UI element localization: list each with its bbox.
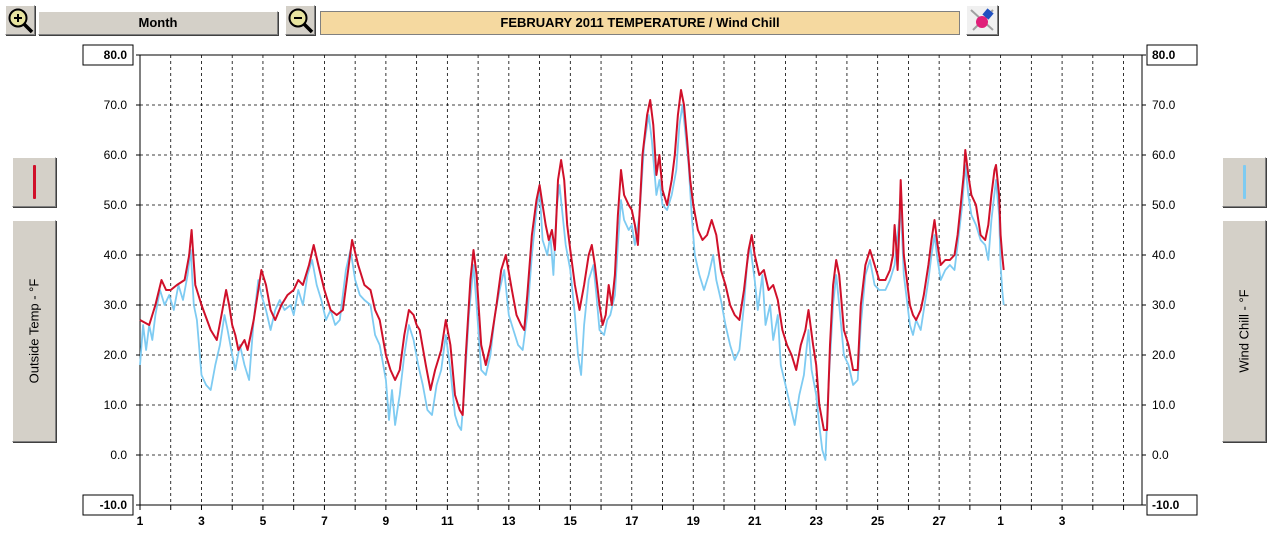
x-tick-label: 13 xyxy=(502,514,516,528)
y-tick-label-right: 20.0 xyxy=(1152,348,1176,362)
x-tick-label: 7 xyxy=(321,514,328,528)
x-tick-label: 27 xyxy=(932,514,946,528)
y-max-min-box-right xyxy=(1146,494,1198,516)
outside-temp-legend[interactable] xyxy=(12,157,56,207)
zoom-out-button[interactable] xyxy=(285,5,315,35)
y-tick-label-left: 70.0 xyxy=(104,98,128,112)
y-tick-label-right: -10.0 xyxy=(1152,498,1180,512)
paint-tool-button[interactable] xyxy=(966,5,998,35)
x-tick-label: 1 xyxy=(137,514,144,528)
y-tick-label-left: 50.0 xyxy=(104,198,128,212)
y-tick-label-right: 50.0 xyxy=(1152,198,1176,212)
x-tick-label: 3 xyxy=(198,514,205,528)
y-tick-label-right: 80.0 xyxy=(1152,48,1176,62)
y-tick-label-right: 40.0 xyxy=(1152,248,1176,262)
chart-title: FEBRUARY 2011 TEMPERATURE / Wind Chill xyxy=(320,11,960,35)
y-max-min-box-left xyxy=(82,494,134,516)
y-tick-label-left: -10.0 xyxy=(100,498,128,512)
zoom-in-button[interactable] xyxy=(5,5,35,35)
x-tick-label: 11 xyxy=(441,514,454,528)
y-max-min-box-right xyxy=(1146,44,1198,66)
x-tick-label: 3 xyxy=(1059,514,1066,528)
x-tick-label: 1 xyxy=(997,514,1004,528)
x-tick-label: 5 xyxy=(260,514,267,528)
y-tick-label-right: 60.0 xyxy=(1152,148,1176,162)
x-tick-label: 15 xyxy=(564,514,578,528)
y-tick-label-left: 30.0 xyxy=(104,298,128,312)
magnifier-plus-icon xyxy=(8,8,34,34)
y-tick-label-left: 40.0 xyxy=(104,248,128,262)
y-tick-label-right: 10.0 xyxy=(1152,398,1176,412)
period-selector[interactable]: Month xyxy=(38,11,278,35)
x-tick-label: 17 xyxy=(625,514,639,528)
wind-chill-swatch xyxy=(1243,165,1246,199)
wind-chill-legend[interactable] xyxy=(1222,157,1266,207)
y-tick-label-left: 80.0 xyxy=(104,48,128,62)
wind-chill-axis-button[interactable]: Wind Chill - °F xyxy=(1222,220,1266,442)
x-tick-label: 25 xyxy=(871,514,885,528)
x-tick-label: 9 xyxy=(383,514,390,528)
y-tick-label-left: 20.0 xyxy=(104,348,128,362)
y-tick-label-right: 30.0 xyxy=(1152,298,1176,312)
x-tick-label: 19 xyxy=(687,514,701,528)
plot-area xyxy=(139,54,1143,506)
paint-brush-icon xyxy=(970,8,994,31)
x-tick-label: 21 xyxy=(748,514,762,528)
y-tick-label-right: 70.0 xyxy=(1152,98,1176,112)
y-max-min-box-left xyxy=(82,44,134,66)
y-tick-label-left: 10.0 xyxy=(104,398,128,412)
y-tick-label-left: 0.0 xyxy=(110,448,127,462)
outside-temp-axis-button[interactable]: Outside Temp - °F xyxy=(12,220,56,442)
magnifier-minus-icon xyxy=(288,8,314,34)
outside-temp-line xyxy=(139,89,1005,431)
y-tick-label-right: 0.0 xyxy=(1152,448,1169,462)
outside-temp-swatch xyxy=(33,165,36,199)
wind-chill-line xyxy=(139,104,1005,461)
y-tick-label-left: 60.0 xyxy=(104,148,128,162)
x-tick-label: 23 xyxy=(810,514,824,528)
